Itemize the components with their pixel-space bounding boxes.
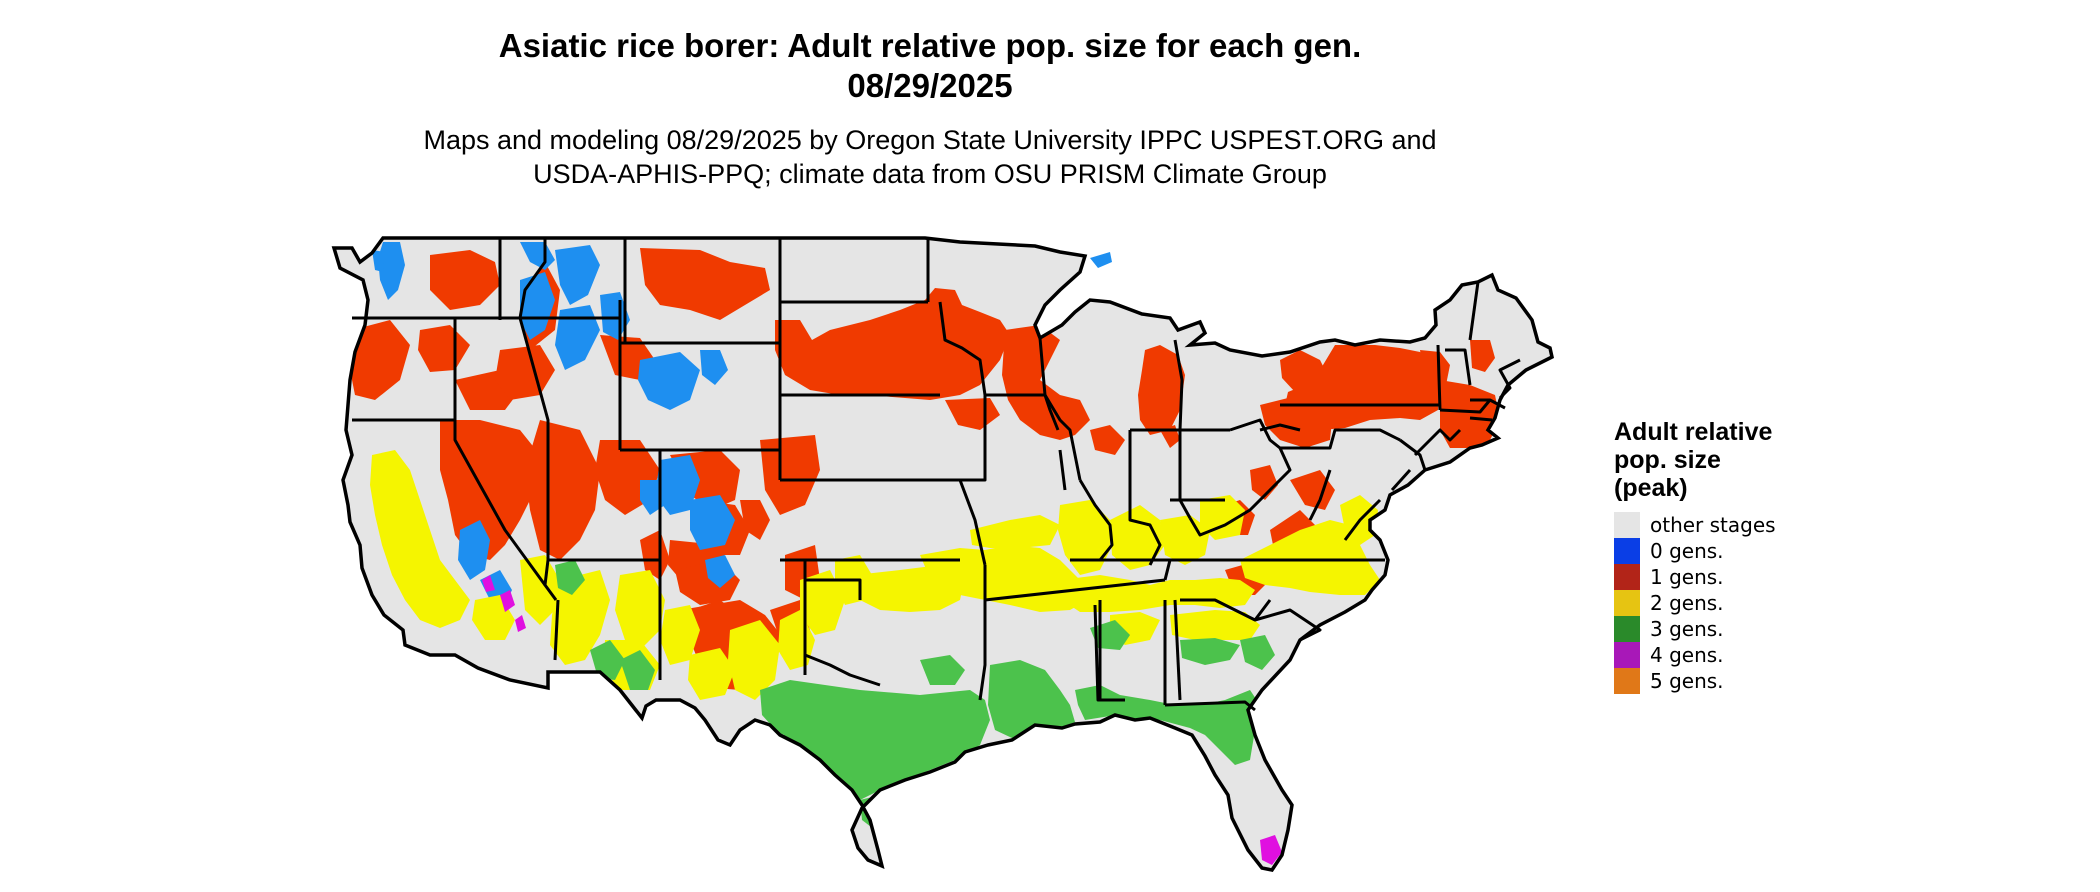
- gen2-regions: [370, 450, 1380, 700]
- swatch-1-gens: [1614, 564, 1640, 590]
- legend-label: 4 gens.: [1650, 643, 1724, 667]
- map-date: 08/29/2025: [847, 67, 1013, 104]
- legend-item-5-gens: 5 gens.: [1614, 668, 1814, 694]
- legend-items: other stages 0 gens. 1 gens. 2 gens. 3 g…: [1614, 512, 1814, 694]
- legend-label: 1 gens.: [1650, 565, 1724, 589]
- legend-label: 3 gens.: [1650, 617, 1724, 641]
- island-marker: [1090, 252, 1112, 268]
- swatch-5-gens: [1614, 668, 1640, 694]
- map-credit-line-2: USDA-APHIS-PPQ; climate data from OSU PR…: [533, 159, 1327, 189]
- legend-title: Adult relative pop. size (peak): [1614, 418, 1814, 502]
- legend-label: other stages: [1650, 513, 1776, 537]
- legend-item-1-gens: 1 gens.: [1614, 564, 1814, 590]
- legend-item-0-gens: 0 gens.: [1614, 538, 1814, 564]
- legend-title-line-2: pop. size: [1614, 446, 1721, 474]
- legend-item-2-gens: 2 gens.: [1614, 590, 1814, 616]
- swatch-0-gens: [1614, 538, 1640, 564]
- gen0-regions: [372, 242, 1115, 605]
- us-map: [332, 236, 1554, 872]
- legend-label: 5 gens.: [1650, 669, 1724, 693]
- legend-title-line-3: (peak): [1614, 474, 1688, 502]
- map-title: Asiatic rice borer: Adult relative pop. …: [498, 27, 1362, 64]
- swatch-2-gens: [1614, 590, 1640, 616]
- legend-label: 2 gens.: [1650, 591, 1724, 615]
- legend-title-line-1: Adult relative: [1614, 418, 1773, 446]
- swatch-3-gens: [1614, 616, 1640, 642]
- legend-item-4-gens: 4 gens.: [1614, 642, 1814, 668]
- legend-label: 0 gens.: [1650, 539, 1724, 563]
- legend-item-3-gens: 3 gens.: [1614, 616, 1814, 642]
- swatch-other-stages: [1614, 512, 1640, 538]
- legend: Adult relative pop. size (peak) other st…: [1614, 418, 1814, 694]
- state-boundaries: [352, 238, 1521, 712]
- swatch-4-gens: [1614, 642, 1640, 668]
- legend-item-other-stages: other stages: [1614, 512, 1814, 538]
- map-credit-line-1: Maps and modeling 08/29/2025 by Oregon S…: [423, 125, 1437, 155]
- gen3-regions: [555, 560, 1275, 830]
